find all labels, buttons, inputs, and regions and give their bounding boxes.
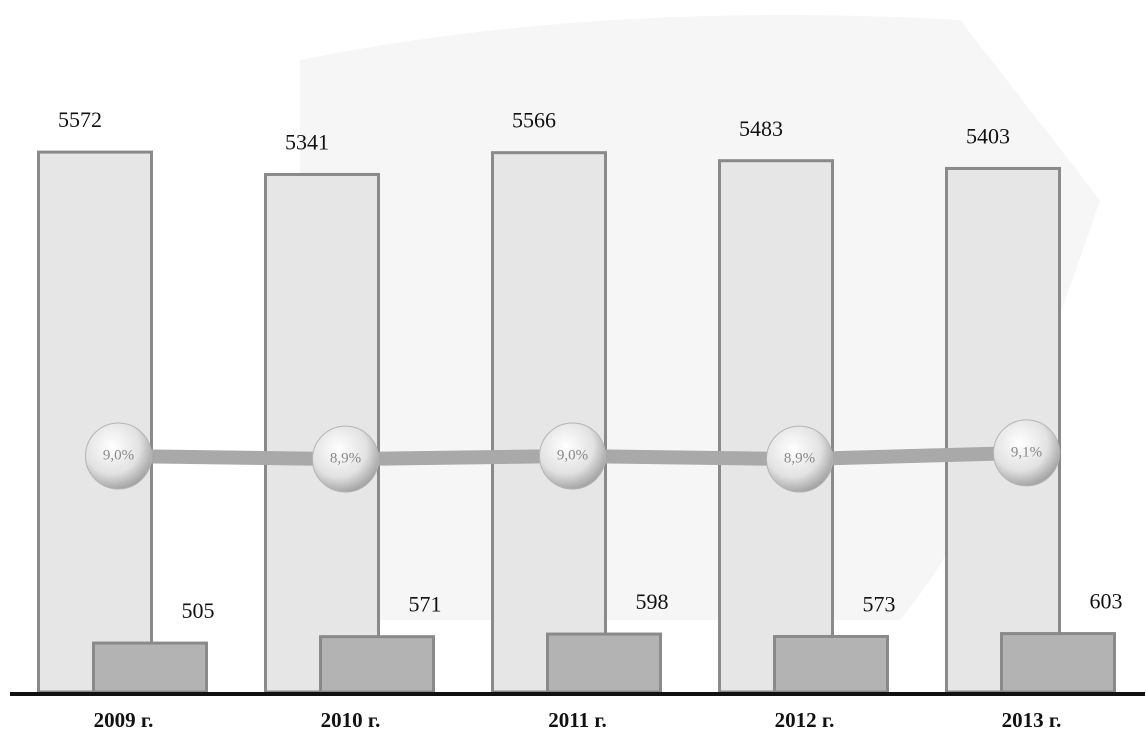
bar	[546, 632, 662, 694]
value-label: 5403	[966, 124, 1010, 149]
line-point	[766, 425, 833, 493]
value-label: 5341	[285, 130, 329, 155]
bar	[773, 634, 889, 694]
value-label: 5566	[512, 108, 556, 133]
x-tick-label: 2009 г.	[94, 708, 154, 732]
x-tick-label: 2013 г.	[1002, 708, 1062, 732]
bar	[718, 159, 834, 694]
bar	[1000, 632, 1116, 694]
line-point	[993, 419, 1060, 487]
line-point	[539, 422, 606, 490]
value-label: 571	[409, 592, 442, 617]
value-label: 603	[1090, 589, 1123, 614]
bar	[319, 635, 435, 694]
point-label: 9,1%	[1011, 444, 1042, 460]
value-label: 505	[182, 598, 215, 623]
point-label: 9,0%	[557, 447, 588, 463]
point-label: 9,0%	[103, 447, 134, 463]
x-tick-label: 2010 г.	[321, 708, 381, 732]
line-point	[312, 425, 379, 493]
bar	[491, 151, 607, 694]
point-label: 8,9%	[330, 451, 361, 467]
value-label: 5483	[739, 116, 783, 141]
point-label: 8,9%	[784, 451, 815, 467]
bar	[37, 150, 153, 694]
value-label: 5572	[58, 107, 102, 132]
x-tick-label: 2012 г.	[775, 708, 835, 732]
value-label: 573	[863, 592, 896, 617]
line-point	[85, 422, 152, 490]
x-tick-label: 2011 г.	[548, 708, 607, 732]
value-label: 598	[636, 589, 669, 614]
bar	[92, 641, 208, 694]
